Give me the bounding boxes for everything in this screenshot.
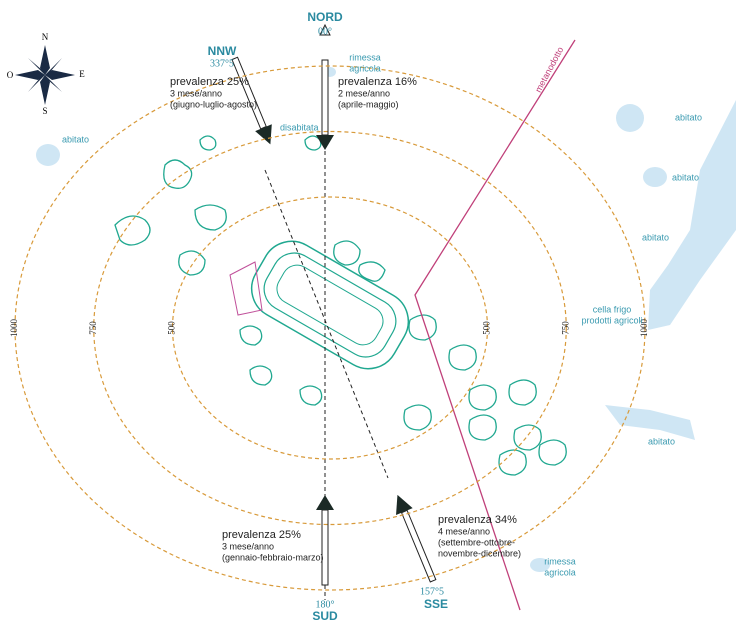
distance-rings: 500 500 750 750 1000 1000 <box>9 65 649 591</box>
pipeline-label: metanodotto <box>533 45 565 94</box>
wind-share: prevalenza 25% <box>170 76 249 88</box>
place-label: prodotti agricoli <box>581 315 642 325</box>
wind-frequency: 4 mese/anno <box>438 526 490 536</box>
place-label: abitato <box>642 232 669 242</box>
place-label: abitato <box>62 134 89 144</box>
ring-label: 750 <box>88 321 98 335</box>
compass-w: O <box>7 70 14 80</box>
direction-name: SUD <box>312 609 338 623</box>
ring-label: 500 <box>482 321 492 335</box>
place-label: disabitata <box>280 122 319 132</box>
wind-frequency: 2 mese/anno <box>338 88 390 98</box>
wind-frequency: 3 mese/anno <box>222 541 274 551</box>
direction-angle: 157°5 <box>420 586 444 597</box>
place-label: rimessa <box>349 52 381 62</box>
wind-frequency: 3 mese/anno <box>170 88 222 98</box>
wind-months: (giugno-luglio-agosto) <box>170 99 257 109</box>
wind-months: (aprile-maggio) <box>338 99 399 109</box>
direction-angle: 337°5 <box>210 58 234 69</box>
compass-n: N <box>42 32 49 42</box>
direction-name: NORD <box>307 10 343 24</box>
place-label: abitato <box>648 436 675 446</box>
ring-label: 500 <box>167 321 177 335</box>
wind-share: prevalenza 25% <box>222 529 301 541</box>
compass-e: E <box>79 69 85 79</box>
wind-share: prevalenza 16% <box>338 76 417 88</box>
place-label: abitato <box>675 112 702 122</box>
distance-ring <box>14 65 646 591</box>
wind-months: (gennaio-febbraio-marzo) <box>222 552 324 562</box>
wind-months: novembre-dicembre) <box>438 548 521 558</box>
direction-name: SSE <box>424 597 448 611</box>
pipeline-line <box>414 39 576 611</box>
trees <box>114 135 567 476</box>
wind-share: prevalenza 34% <box>438 514 517 526</box>
compass-s: S <box>42 106 47 116</box>
place-label: abitato <box>672 172 699 182</box>
distance-ring <box>171 196 489 460</box>
ring-label: 1000 <box>639 319 649 338</box>
place-label: cella frigo <box>593 304 632 314</box>
compass-rose: N S E O <box>7 32 86 116</box>
wind-months: (settembre-ottobre- <box>438 537 515 547</box>
place-label: agricola <box>544 567 576 577</box>
ring-label: 750 <box>560 321 570 335</box>
direction-name: NNW <box>208 44 237 58</box>
direction-angle: 00° <box>318 26 332 37</box>
site <box>229 240 410 370</box>
place-label: agricola <box>349 63 381 73</box>
arrows <box>231 23 437 586</box>
ring-label: 1000 <box>9 319 19 338</box>
direction-angle: 180° <box>316 599 335 610</box>
water <box>36 67 736 572</box>
distance-ring <box>93 130 567 526</box>
place-label: rimessa <box>544 556 576 566</box>
